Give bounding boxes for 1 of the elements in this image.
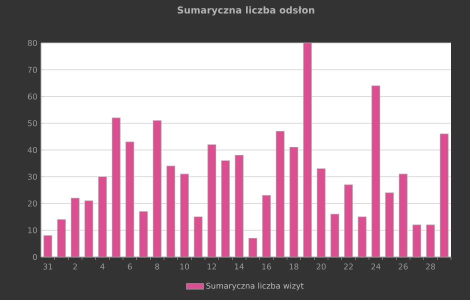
chart-title: Sumaryczna liczba odsłon [178, 6, 314, 16]
